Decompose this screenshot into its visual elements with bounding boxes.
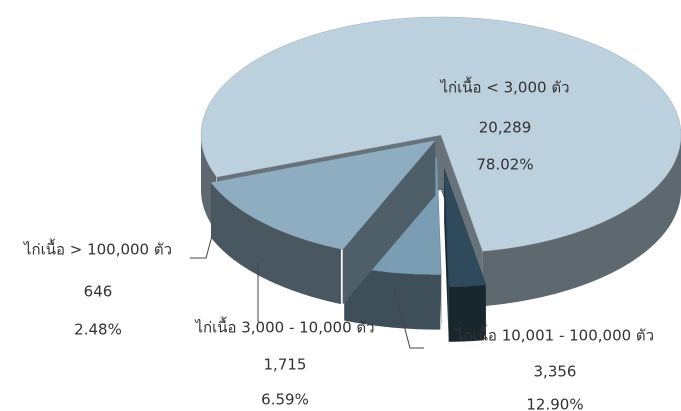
value-label: 20,289 [479, 119, 532, 137]
slice-wall [210, 182, 341, 305]
slice-wall [344, 265, 441, 330]
value-label: 3,356 [534, 363, 577, 381]
slice-label: ไก่เนื้อ 3,000 - 10,000 ตัว [194, 317, 374, 337]
slice [210, 140, 436, 250]
slice-label: ไก่เนื้อ < 3,000 ตัว [440, 77, 570, 97]
slice [200, 16, 681, 252]
percent-label: 78.02% [476, 156, 533, 174]
slice-label: ไก่เนื้อ 10,001 - 100,000 ตัว [455, 325, 654, 345]
slice [444, 168, 487, 288]
percent-label: 12.90% [526, 396, 583, 411]
slice-side [342, 140, 436, 305]
slice-wall [482, 135, 681, 307]
percent-label: 6.59% [261, 391, 309, 409]
percent-label: 2.48% [74, 321, 122, 339]
leader-line [190, 235, 213, 259]
pie [200, 16, 681, 342]
value-label: 646 [84, 283, 113, 301]
leader-line [393, 287, 424, 349]
slice-wall [448, 285, 485, 342]
value-label: 1,715 [264, 356, 307, 374]
slice-label: ไก่เนื้อ > 100,000 ตัว [23, 239, 172, 259]
